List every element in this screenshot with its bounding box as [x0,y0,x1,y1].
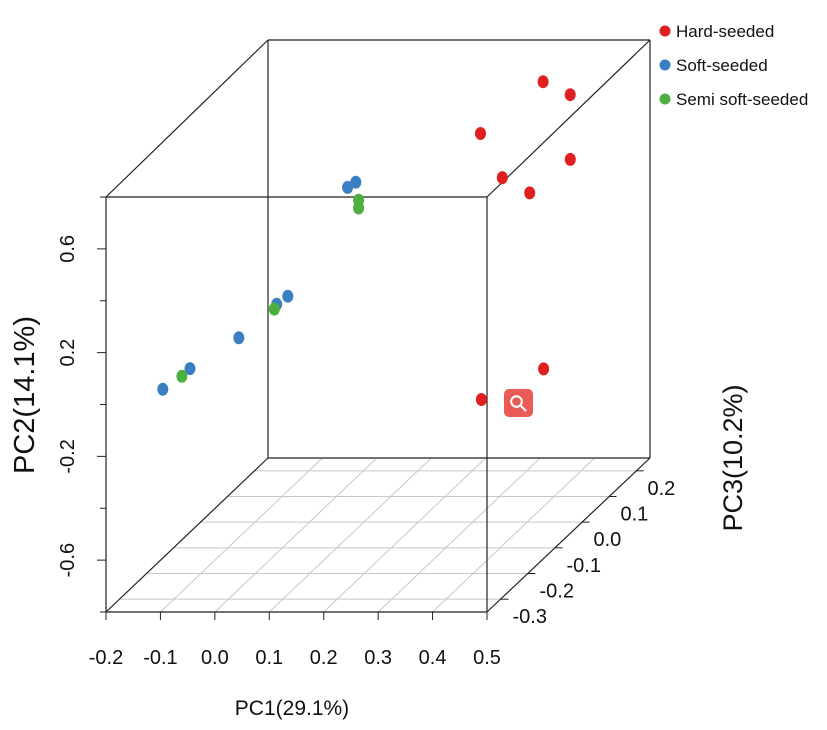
magnifier-zoom-icon [510,395,527,412]
data-point-hard-seeded [537,75,549,89]
y-tick-label: 0.2 [57,339,79,367]
x-tick-label: 0.1 [255,647,283,669]
floor-grid-line [377,457,541,613]
legend-label: Hard-seeded [676,22,774,41]
legend-marker [659,25,671,37]
data-point-hard-seeded [524,186,536,200]
cube-edge [486,457,651,613]
legend-marker [659,59,671,71]
z-tick-label: -0.2 [540,581,574,603]
x-tick-label: -0.1 [143,647,177,669]
floor-grid-line [160,457,323,613]
x-tick-label: 0.2 [310,647,338,669]
data-point-soft-seeded [350,175,362,189]
y-tick-label: -0.2 [57,439,79,473]
axis-ticks: -0.2 -0.1 0.0 0.1 0.2 0.3 0.4 0.5 -0.6 -0.2 0.2 0.6… [57,196,676,669]
data-point-soft-seeded [233,331,245,345]
data-point-soft-seeded [342,180,354,194]
y-tick-label: 0.6 [57,235,79,263]
data-point-semi-soft-seeded [353,193,365,207]
cube-frame [105,39,651,613]
data-point-hard-seeded [475,127,486,140]
z-tick-label: -0.3 [513,606,547,628]
x-tick-label: 0.3 [364,647,392,669]
data-point-hard-seeded [496,171,508,185]
x-tick-label: 0.0 [201,647,229,669]
z-tick-label: -0.1 [567,555,601,577]
legend: Hard-seeded Soft-seeded Semi soft-seeded [659,22,808,109]
legend-label: Soft-seeded [676,56,768,75]
data-point-soft-seeded [282,289,294,303]
cube-edge [105,39,269,198]
data-point-soft-seeded [157,382,169,396]
data-point-semi-soft-seeded [268,302,280,316]
y-tick-label: -0.6 [57,543,79,577]
cube-edge [486,39,651,198]
x-axis-title: PC1(29.1%) [235,697,349,720]
cube-edge [105,457,269,613]
zoom-button-background [504,389,533,417]
floor-grid-line [268,457,432,613]
data-points [157,75,576,406]
floor-grid [119,457,636,613]
data-point-soft-seeded [184,362,196,376]
floor-grid-line [432,457,595,613]
x-tick-label: -0.2 [89,647,123,669]
y-axis-title: PC2(14.1%) [9,316,41,474]
data-point-semi-soft-seeded [176,369,188,383]
legend-label: Semi soft-seeded [676,90,808,109]
z-tick-label: 0.0 [594,529,622,551]
z-tick-label: 0.1 [621,504,649,526]
x-tick-label: 0.4 [419,647,447,669]
legend-marker [659,93,671,105]
data-point-hard-seeded [564,152,576,166]
data-point-hard-seeded [538,362,550,376]
data-point-hard-seeded [564,88,576,102]
zoom-button[interactable] [504,389,533,417]
z-axis-title: PC3(10.2%) [718,384,748,531]
data-point-hard-seeded [475,393,487,406]
x-tick-label: 0.5 [473,647,501,669]
floor-grid-line [214,457,378,613]
floor-grid-line [323,457,487,613]
z-tick-label: 0.2 [648,478,676,500]
